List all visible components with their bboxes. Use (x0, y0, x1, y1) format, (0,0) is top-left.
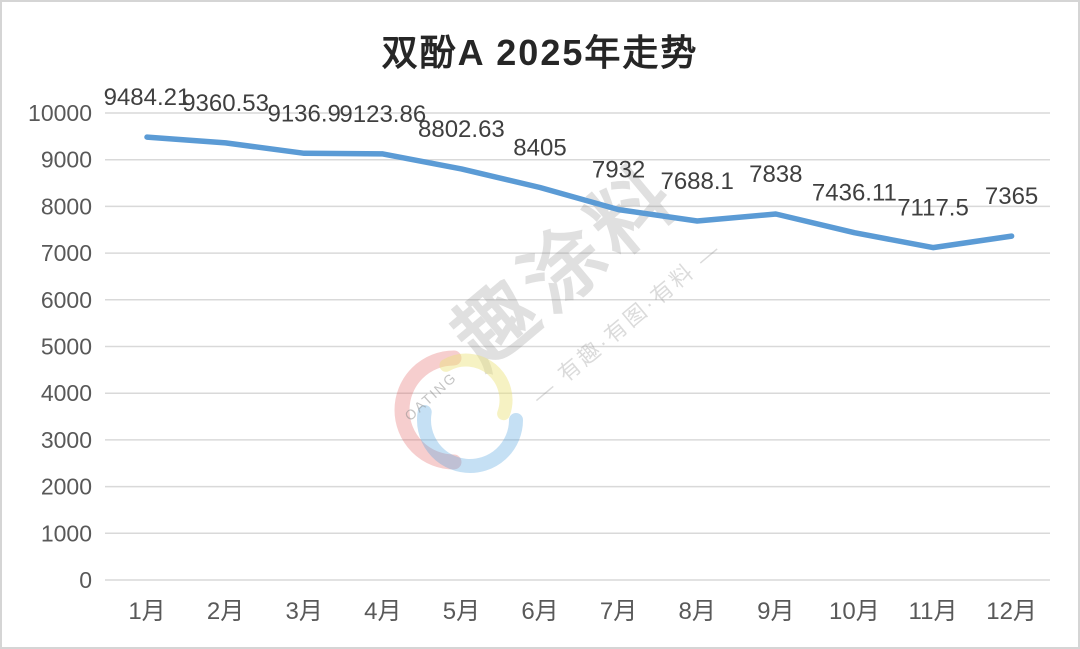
data-point-label: 7688.1 (660, 168, 733, 195)
data-point-label: 7436.11 (812, 180, 897, 207)
x-axis-tick-label: 12月 (986, 598, 1037, 625)
watermark-brand-text: 趣涂料 (437, 147, 696, 385)
logo-red-swirl-icon (394, 350, 462, 470)
data-point-label: 9484.21 (104, 84, 191, 111)
logo-blue-swirl-icon (417, 405, 523, 473)
y-axis-tick-label: 6000 (41, 287, 92, 313)
y-axis-tick-label: 8000 (41, 193, 92, 219)
x-axis-tick-label: 5月 (443, 598, 480, 625)
y-axis-tick-label: 3000 (41, 427, 92, 453)
y-axis-tick-label: 9000 (41, 147, 92, 173)
x-axis-tick-label: 10月 (829, 598, 880, 625)
watermark-logo: OATING (394, 350, 523, 473)
y-axis-tick-label: 7000 (41, 240, 92, 266)
data-point-label: 9123.86 (339, 101, 426, 128)
y-axis-tick-label: 2000 (41, 474, 92, 500)
x-axis-tick-label: 7月 (600, 598, 637, 625)
data-point-label: 8405 (513, 134, 566, 161)
logo-yellow-swirl-icon (439, 353, 513, 421)
y-axis-tick-label: 0 (79, 567, 92, 593)
x-axis-tick-label: 3月 (286, 598, 323, 625)
y-axis-tick-label: 5000 (41, 334, 92, 360)
x-axis-tick-label: 9月 (757, 598, 794, 625)
data-point-label: 9360.53 (182, 90, 269, 117)
data-point-label: 7365 (985, 183, 1038, 210)
x-axis-tick-label: 11月 (909, 598, 958, 625)
data-point-label: 8802.63 (418, 116, 505, 143)
x-axis-tick-label: 4月 (364, 598, 401, 625)
trend-line (144, 134, 1015, 251)
y-axis-tick-label: 4000 (41, 380, 92, 406)
x-axis-tick-label: 6月 (521, 598, 558, 625)
data-point-label: 9136.9 (267, 100, 340, 127)
data-point-label: 7838 (749, 161, 802, 188)
data-point-label: 7932 (592, 157, 645, 184)
y-axis-tick-label: 10000 (28, 100, 92, 126)
x-axis-tick-label: 8月 (679, 598, 716, 625)
x-axis-tick-label: 2月 (207, 598, 244, 625)
data-point-label: 7117.5 (897, 195, 969, 222)
chart-title: 双酚A 2025年走势 (381, 32, 699, 73)
y-axis-tick-label: 1000 (41, 520, 92, 546)
x-axis-tick-label: 1月 (128, 598, 165, 625)
